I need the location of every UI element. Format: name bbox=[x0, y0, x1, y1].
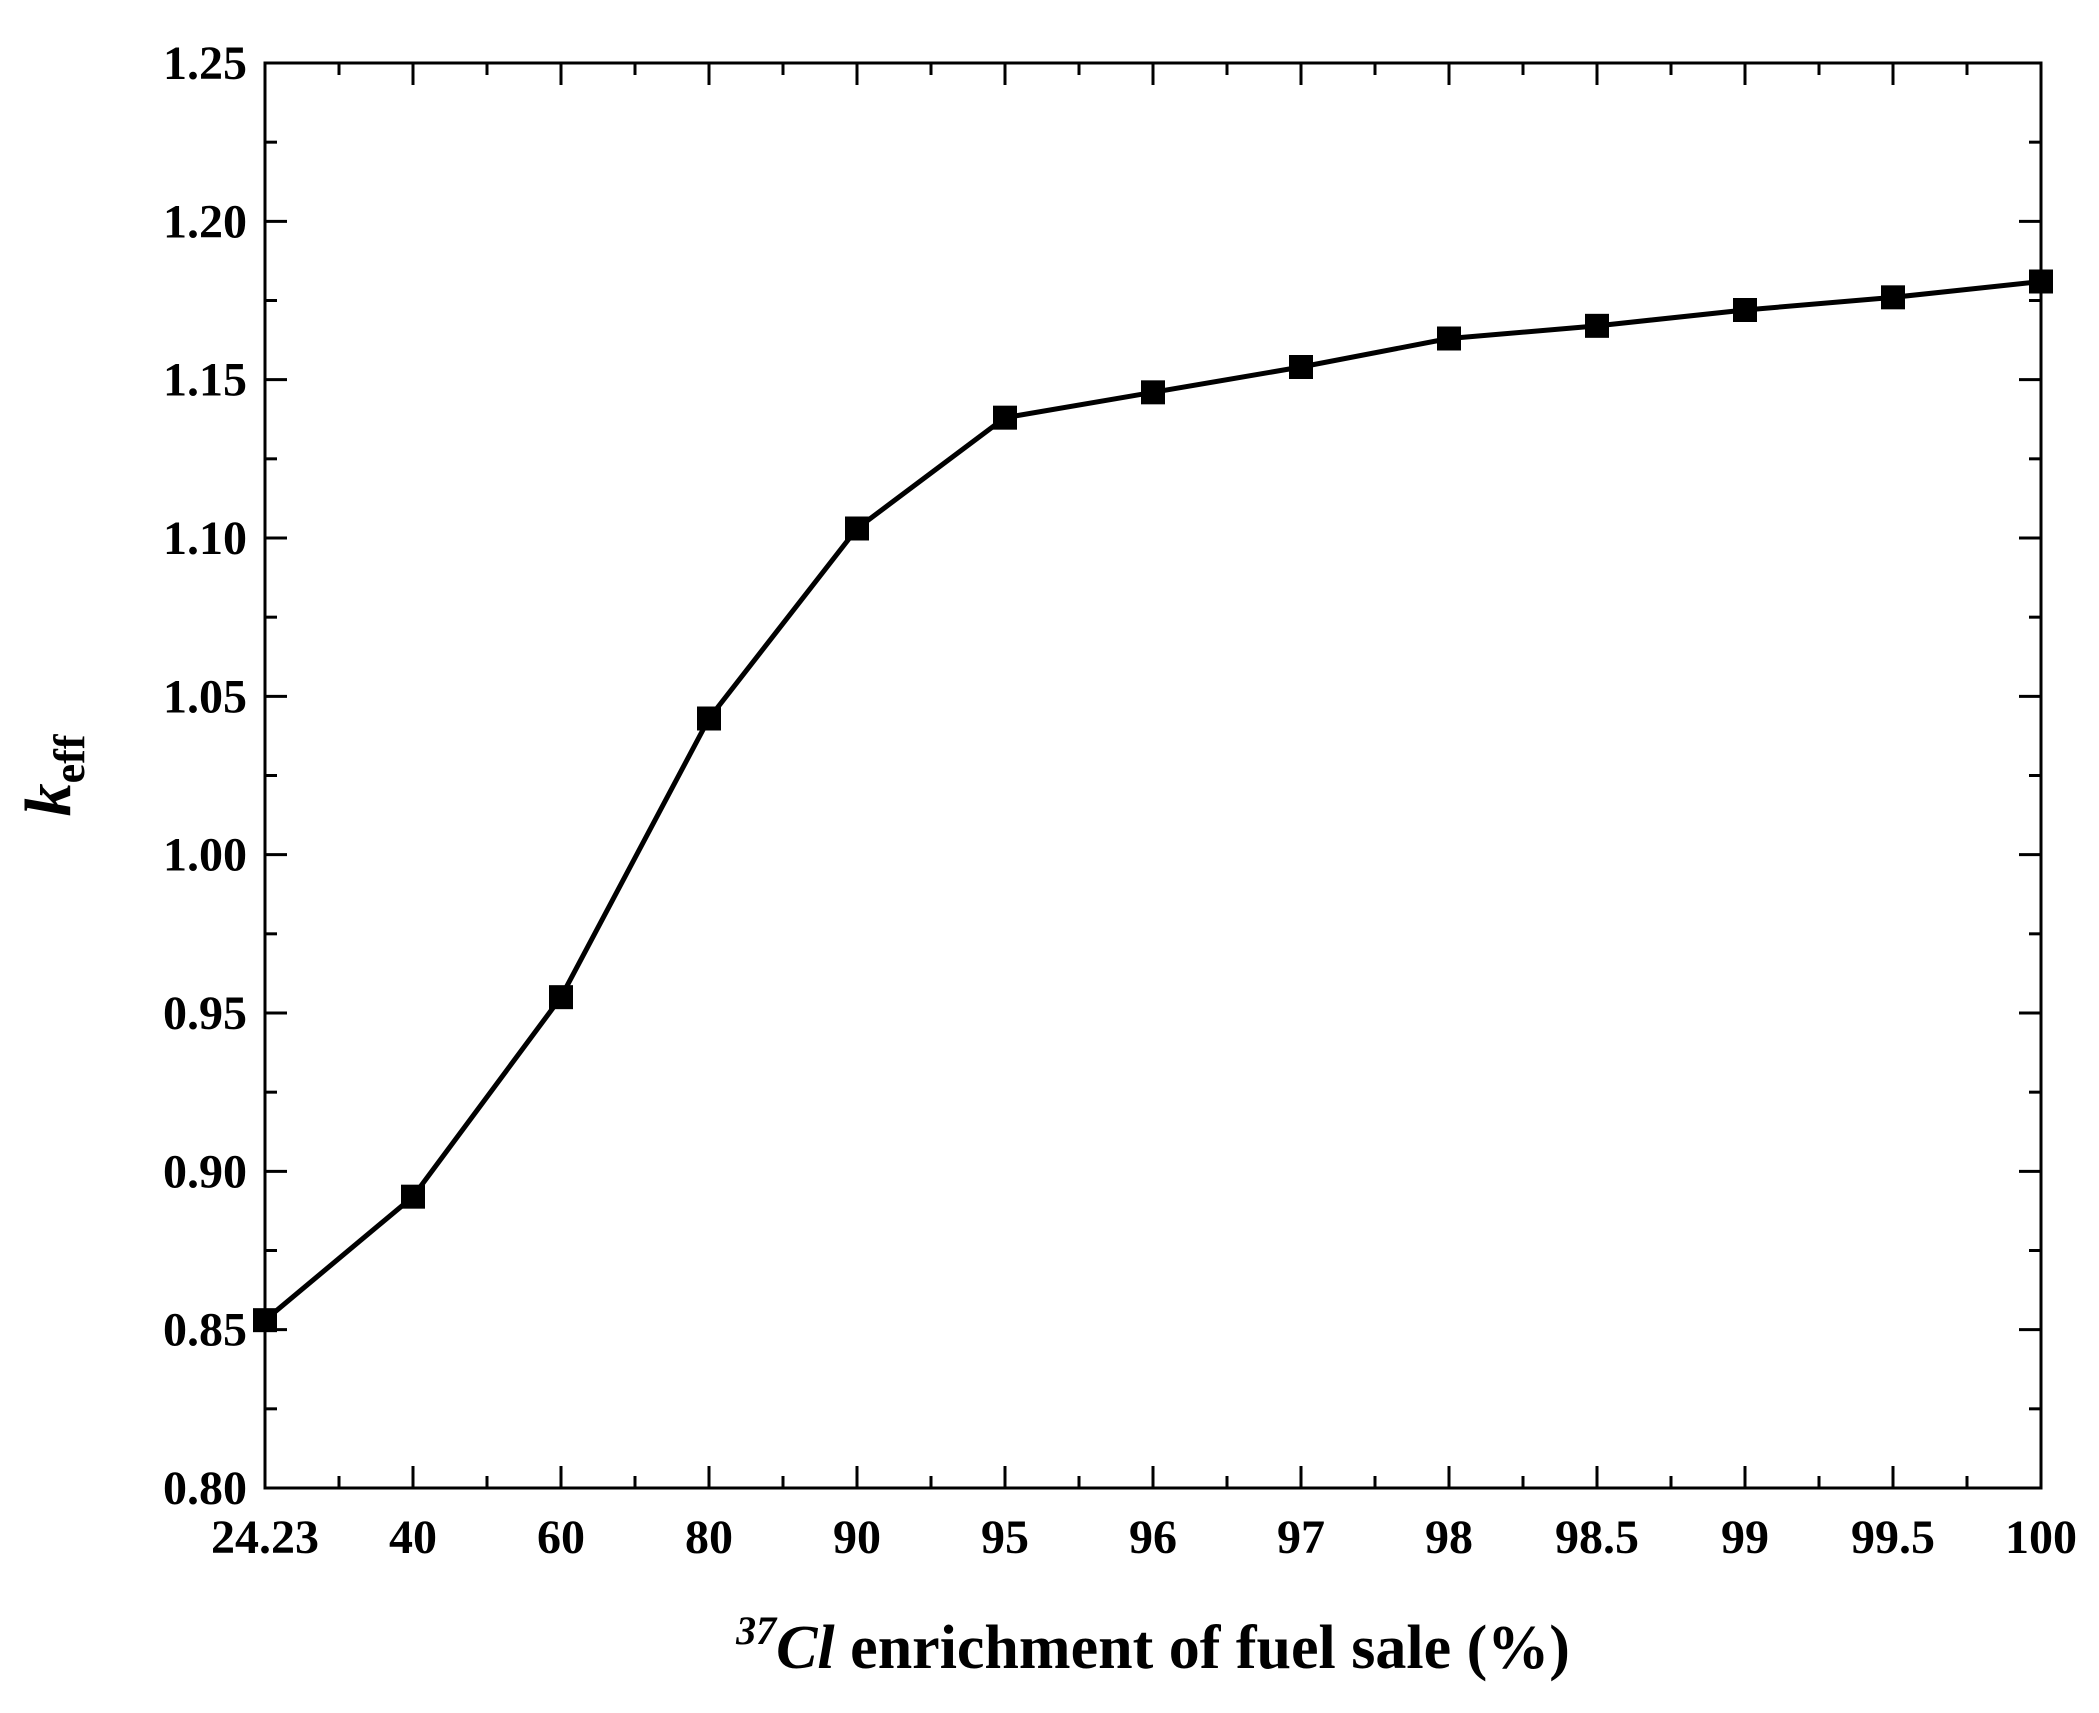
y-axis-title-main: k bbox=[12, 783, 85, 816]
y-tick-label: 1.05 bbox=[163, 670, 247, 723]
x-tick-label: 96 bbox=[1129, 1511, 1177, 1564]
x-tick-label: 80 bbox=[685, 1511, 733, 1564]
x-axis-title: 37Cl enrichment of fuel sale (%) bbox=[735, 1608, 1570, 1682]
data-point-marker bbox=[1733, 298, 1757, 322]
y-axis-title: keff bbox=[12, 733, 94, 816]
x-tick-label: 100 bbox=[2005, 1511, 2077, 1564]
y-tick-label: 0.80 bbox=[163, 1462, 247, 1515]
x-tick-label: 95 bbox=[981, 1511, 1029, 1564]
y-tick-label: 0.85 bbox=[163, 1304, 247, 1357]
data-point-marker bbox=[1585, 313, 1609, 338]
x-axis-title-superscript: 37 bbox=[735, 1608, 778, 1653]
y-tick-label: 1.10 bbox=[163, 512, 247, 565]
x-tick-label: 99 bbox=[1721, 1511, 1769, 1564]
x-axis-title-rest: enrichment of fuel sale (%) bbox=[835, 1614, 1570, 1682]
data-point-marker bbox=[401, 1184, 425, 1209]
x-tick-label: 40 bbox=[389, 1511, 437, 1564]
data-point-marker bbox=[993, 405, 1017, 430]
x-tick-label: 90 bbox=[833, 1511, 881, 1564]
x-tick-label: 60 bbox=[537, 1511, 585, 1564]
x-tick-label: 24.23 bbox=[211, 1511, 319, 1564]
x-axis-title-italic: Cl bbox=[776, 1614, 835, 1682]
y-tick-label: 1.00 bbox=[163, 829, 247, 882]
y-tick-label: 1.15 bbox=[163, 354, 247, 407]
y-tick-label: 1.20 bbox=[163, 195, 247, 248]
data-point-marker bbox=[1437, 326, 1461, 351]
data-point-marker bbox=[1289, 355, 1313, 379]
x-tick-label: 99.5 bbox=[1851, 1511, 1935, 1564]
data-point-marker bbox=[1881, 285, 1905, 310]
y-axis-title-subscript: eff bbox=[45, 733, 94, 783]
y-tick-label: 0.90 bbox=[163, 1145, 247, 1198]
data-point-marker bbox=[697, 706, 721, 731]
labels-layer: 0.80 0.85 0.90 0.95 1.00 1.05 1.10 1.15 1.20 1.25… bbox=[163, 37, 2077, 1564]
x-tick-label: 97 bbox=[1277, 1511, 1325, 1564]
y-tick-label: 0.95 bbox=[163, 987, 247, 1040]
data-point-marker bbox=[845, 516, 869, 541]
data-point-marker bbox=[549, 985, 573, 1010]
x-tick-label: 98 bbox=[1425, 1511, 1473, 1564]
y-tick-label: 1.25 bbox=[163, 37, 247, 90]
plot-frame bbox=[263, 61, 2043, 1490]
data-point-marker bbox=[1141, 380, 1165, 405]
x-tick-label: 98.5 bbox=[1555, 1511, 1639, 1564]
series-layer bbox=[253, 269, 2053, 1333]
